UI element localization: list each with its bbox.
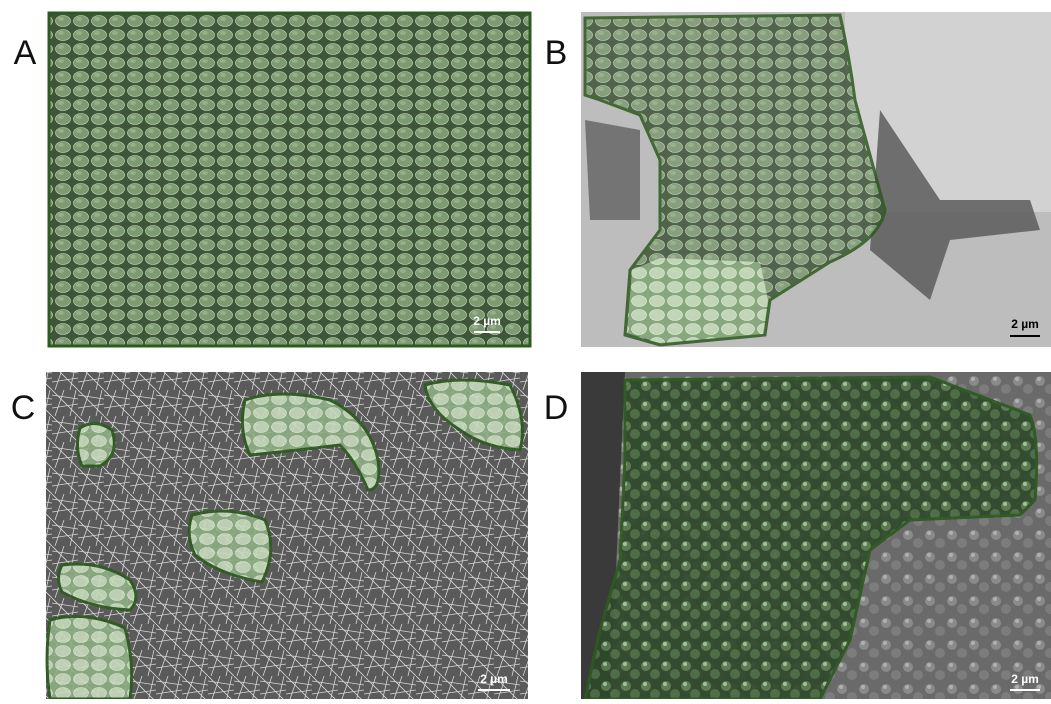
dark-region [585, 120, 640, 220]
scale-bar-label: 2 µm [480, 672, 508, 686]
scale-bar-label: 2 µm [473, 314, 501, 328]
scale-bar-label: 2 µm [1011, 317, 1039, 331]
panel-label: C [11, 389, 36, 427]
panel-label: D [544, 389, 569, 427]
highlight-region [47, 616, 132, 699]
panel-label: B [545, 34, 568, 72]
highlight-region [77, 423, 114, 466]
panel-a: A 2 µm [14, 13, 530, 346]
light-region [627, 258, 768, 343]
sem-image [49, 13, 530, 346]
panel-d: D 2 µm [544, 372, 1051, 699]
figure: A 2 µm B 2 µm C 2 µm D [0, 0, 1051, 699]
panel-c: C 2 µm [11, 372, 528, 699]
panel-b: B 2 µm [545, 12, 1051, 347]
panel-label: A [14, 34, 37, 72]
scale-bar-label: 2 µm [1011, 672, 1039, 686]
